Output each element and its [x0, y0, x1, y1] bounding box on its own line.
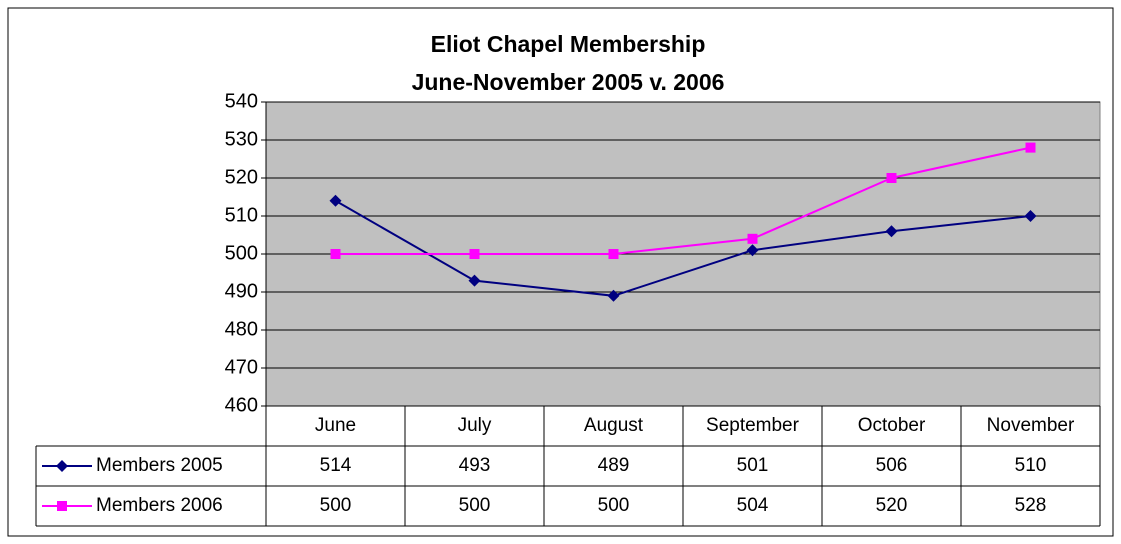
marker	[886, 173, 897, 183]
series-line	[335, 199, 1031, 297]
legend-label: Members 2006	[96, 495, 223, 516]
x-tick-label: September	[706, 415, 800, 436]
chart-title: Eliot Chapel Membership	[431, 31, 706, 57]
table-value: 510	[1015, 455, 1047, 476]
chart-subtitle: June-November 2005 v. 2006	[412, 69, 725, 95]
table-value: 504	[737, 495, 769, 516]
marker	[330, 249, 341, 259]
y-tick-label: 460	[225, 394, 258, 416]
legend-label: Members 2005	[96, 455, 223, 476]
marker	[885, 225, 898, 238]
y-tick-label: 480	[225, 318, 258, 340]
marker	[747, 233, 758, 244]
x-tick-label: October	[858, 415, 926, 436]
marker	[469, 249, 480, 259]
marker	[746, 244, 759, 257]
table-value: 500	[598, 495, 630, 516]
y-tick-label: 520	[225, 166, 258, 188]
y-tick-label: 490	[225, 280, 258, 302]
x-tick-label: August	[584, 415, 644, 436]
table-value: 528	[1015, 495, 1047, 516]
y-tick-label: 530	[225, 128, 258, 150]
table-value: 520	[876, 495, 908, 516]
x-tick-label: November	[987, 415, 1075, 436]
marker	[329, 194, 342, 207]
y-tick-label: 510	[225, 204, 258, 226]
marker	[56, 460, 68, 472]
marker	[468, 274, 481, 287]
table-value: 514	[320, 455, 352, 476]
table-value: 506	[876, 455, 908, 476]
x-tick-label: June	[315, 415, 356, 436]
table-value: 501	[737, 455, 769, 476]
y-tick-label: 500	[225, 242, 258, 264]
table-value: 489	[598, 455, 630, 476]
table-value: 500	[459, 495, 491, 516]
marker	[608, 249, 619, 259]
marker	[57, 501, 67, 511]
y-tick-label: 540	[225, 90, 258, 112]
series-line	[335, 146, 1031, 255]
marker	[607, 289, 620, 302]
table-value: 493	[459, 455, 491, 476]
marker	[1024, 210, 1037, 222]
y-tick-label: 470	[225, 356, 258, 378]
x-tick-label: July	[458, 415, 492, 436]
marker	[1025, 142, 1036, 153]
table-value: 500	[320, 495, 352, 516]
